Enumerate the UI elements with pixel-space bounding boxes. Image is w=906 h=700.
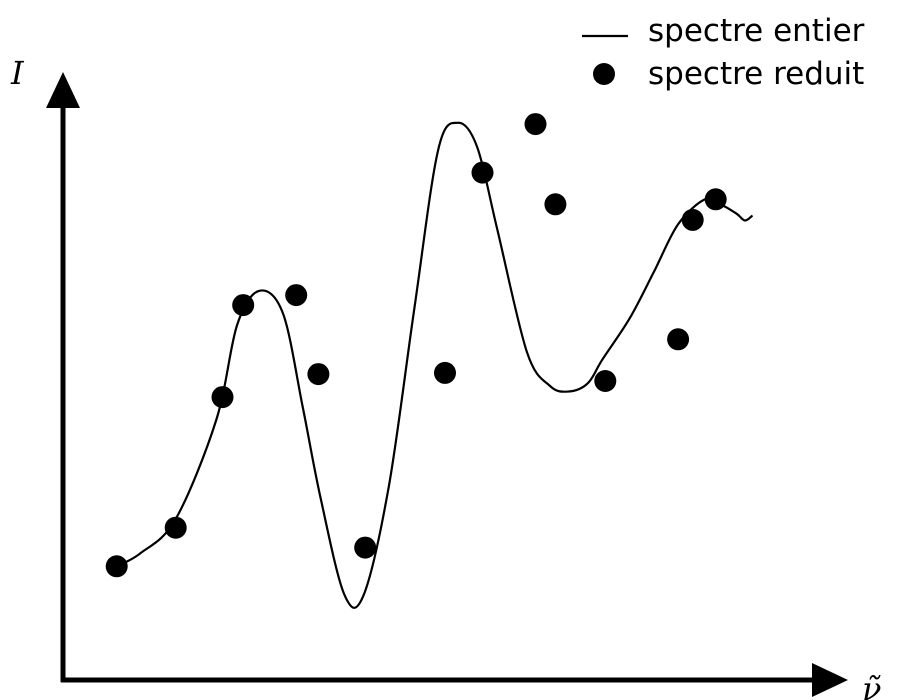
legend-dot-swatch <box>593 63 615 85</box>
legend-dots-label: spectre reduit <box>648 56 864 92</box>
sample-point-8 <box>434 361 456 384</box>
sample-point-10 <box>524 113 547 136</box>
sample-point-9 <box>471 161 494 184</box>
legend-line-label: spectre entier <box>648 13 865 49</box>
sample-point-12 <box>594 370 617 392</box>
sample-point-2 <box>164 516 187 539</box>
sample-point-15 <box>704 188 727 211</box>
sample-point-3 <box>211 386 234 409</box>
x-axis-arrow <box>812 663 848 697</box>
sample-point-7 <box>354 536 377 559</box>
sample-point-13 <box>667 328 690 351</box>
x-axis-label: ν̃ <box>862 670 881 700</box>
series-line-spectre-entier <box>116 121 754 609</box>
sample-point-11 <box>544 193 567 216</box>
sample-point-14 <box>681 208 704 231</box>
sample-point-1 <box>105 555 128 578</box>
sample-point-4 <box>232 294 255 317</box>
sample-point-6 <box>307 363 330 386</box>
axes: I ν̃ <box>10 54 881 700</box>
sample-point-5 <box>285 284 308 307</box>
y-axis-label: I <box>10 54 25 92</box>
legend: spectre entier spectre reduit <box>582 13 865 92</box>
plot-area <box>105 113 754 609</box>
y-axis-arrow <box>46 72 80 108</box>
